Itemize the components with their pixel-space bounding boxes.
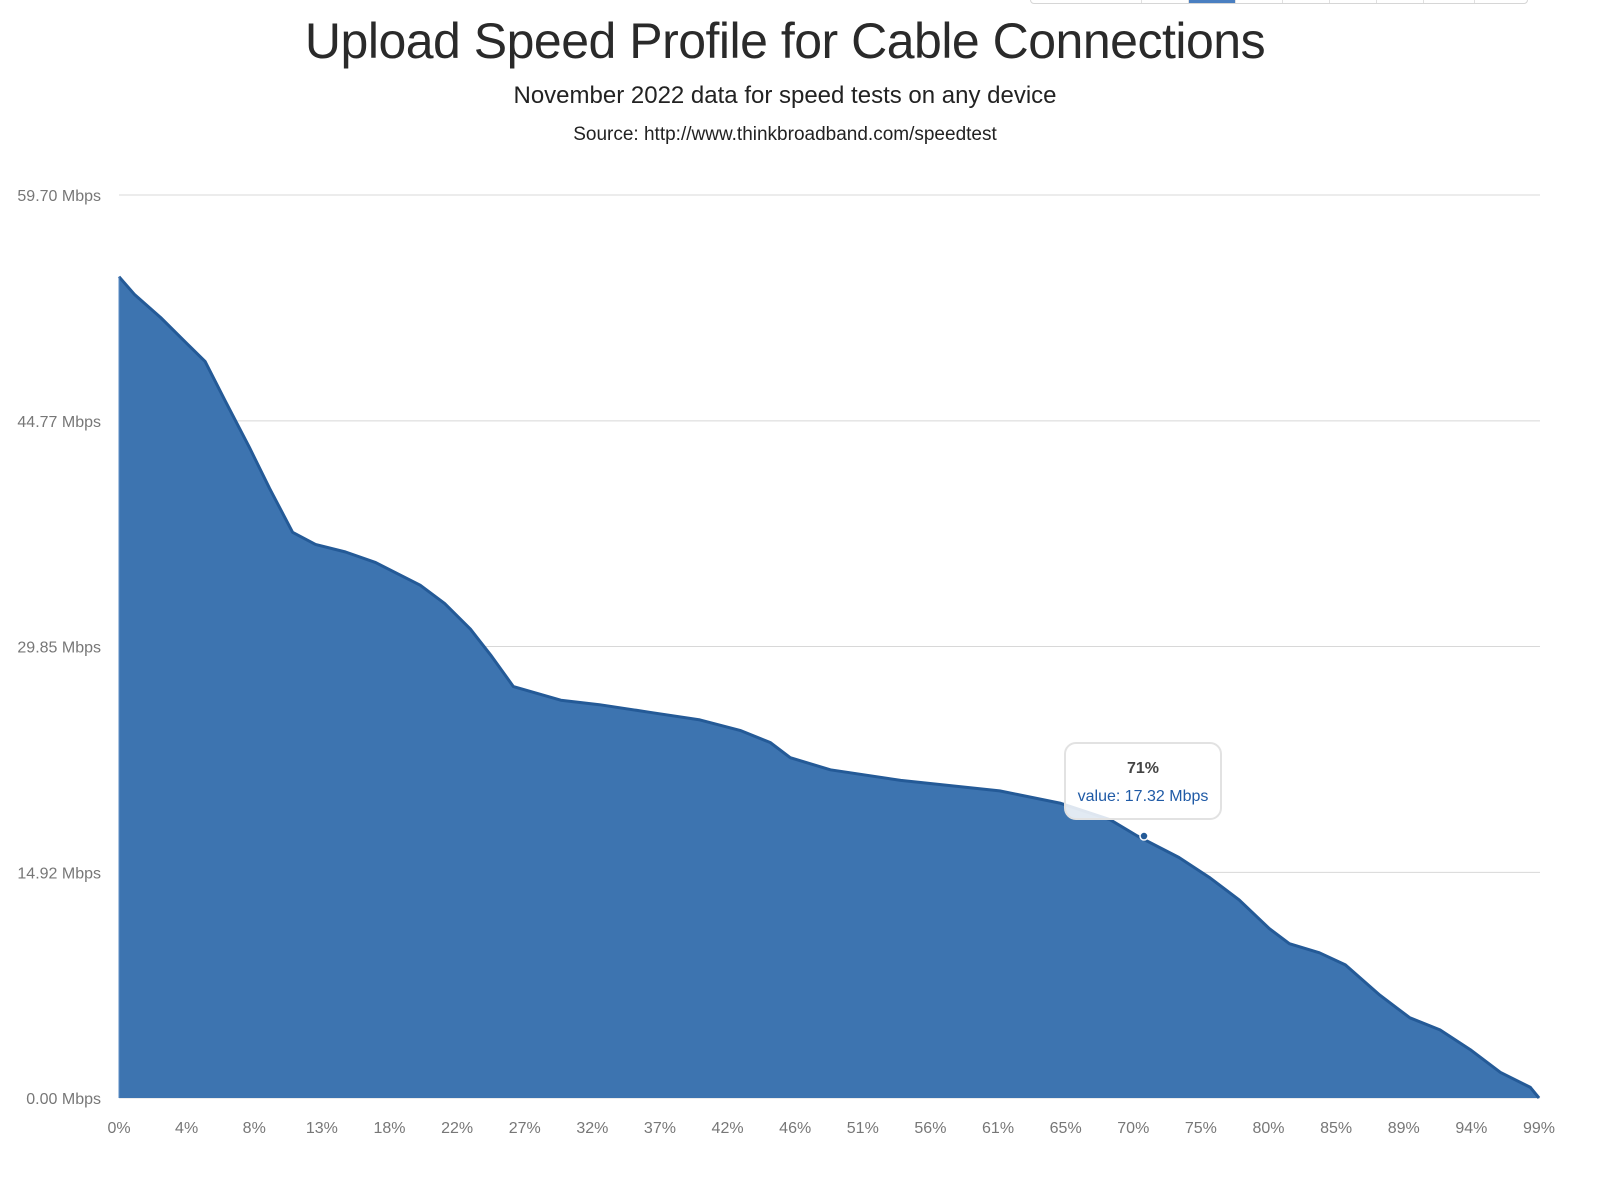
range-button[interactable] <box>1330 0 1377 3</box>
range-button[interactable] <box>1377 0 1424 3</box>
y-tick-label: 44.77 Mbps <box>17 414 101 431</box>
x-axis-labels: 0% 4% 8% 13% 18% 22% 27% 32% 37% 42% 46% 51% 56% 61% 6… <box>107 1120 1555 1137</box>
x-tick-label: 13% <box>306 1120 338 1137</box>
x-tick-label: 70% <box>1117 1120 1149 1137</box>
x-tick-label: 80% <box>1253 1120 1285 1137</box>
x-tick-label: 99% <box>1523 1120 1555 1137</box>
y-axis-labels: 0.00 Mbps 14.92 Mbps 29.85 Mbps 44.77 Mbps 5… <box>17 188 101 1108</box>
x-tick-label: 27% <box>509 1120 541 1137</box>
x-tick-label: 18% <box>373 1120 405 1137</box>
x-tick-label: 46% <box>779 1120 811 1137</box>
x-tick-label: 8% <box>243 1120 266 1137</box>
y-tick-label: 29.85 Mbps <box>17 640 101 657</box>
area-fill[interactable] <box>119 276 1539 1098</box>
x-tick-label: 61% <box>982 1120 1014 1137</box>
x-tick-label: 32% <box>576 1120 608 1137</box>
x-tick-label: 94% <box>1455 1120 1487 1137</box>
x-tick-label: 0% <box>107 1120 130 1137</box>
hover-marker <box>1139 831 1149 841</box>
x-tick-label: 4% <box>175 1120 198 1137</box>
x-tick-label: 51% <box>847 1120 879 1137</box>
x-tick-label: 85% <box>1320 1120 1352 1137</box>
area-line <box>117 275 1541 1099</box>
x-tick-label: 42% <box>712 1120 744 1137</box>
y-tick-label: 59.70 Mbps <box>17 188 101 205</box>
x-tick-label: 37% <box>644 1120 676 1137</box>
hover-point <box>1139 831 1149 841</box>
range-button[interactable] <box>1424 0 1475 3</box>
range-button[interactable] <box>1031 0 1142 3</box>
range-button[interactable] <box>1283 0 1330 3</box>
x-tick-label: 89% <box>1388 1120 1420 1137</box>
chart-subtitle: November 2022 data for speed tests on an… <box>513 82 1057 109</box>
chart-source: Source: http://www.thinkbroadband.com/sp… <box>573 124 997 145</box>
tooltip: 71% value: 17.32 Mbps <box>1064 742 1222 820</box>
x-tick-label: 56% <box>914 1120 946 1137</box>
chart-title: Upload Speed Profile for Cable Connectio… <box>304 13 1266 69</box>
tooltip-title: 71% <box>1126 760 1160 777</box>
range-button[interactable] <box>1189 0 1236 3</box>
range-button[interactable] <box>1142 0 1189 3</box>
area-series[interactable] <box>117 275 1541 1099</box>
y-tick-label: 0.00 Mbps <box>26 1091 101 1108</box>
range-button[interactable] <box>1236 0 1283 3</box>
tooltip-value: value: 17.32 Mbps <box>1077 788 1209 805</box>
x-tick-label: 75% <box>1185 1120 1217 1137</box>
x-tick-label: 22% <box>441 1120 473 1137</box>
y-tick-label: 14.92 Mbps <box>17 865 101 882</box>
x-tick-label: 65% <box>1050 1120 1082 1137</box>
